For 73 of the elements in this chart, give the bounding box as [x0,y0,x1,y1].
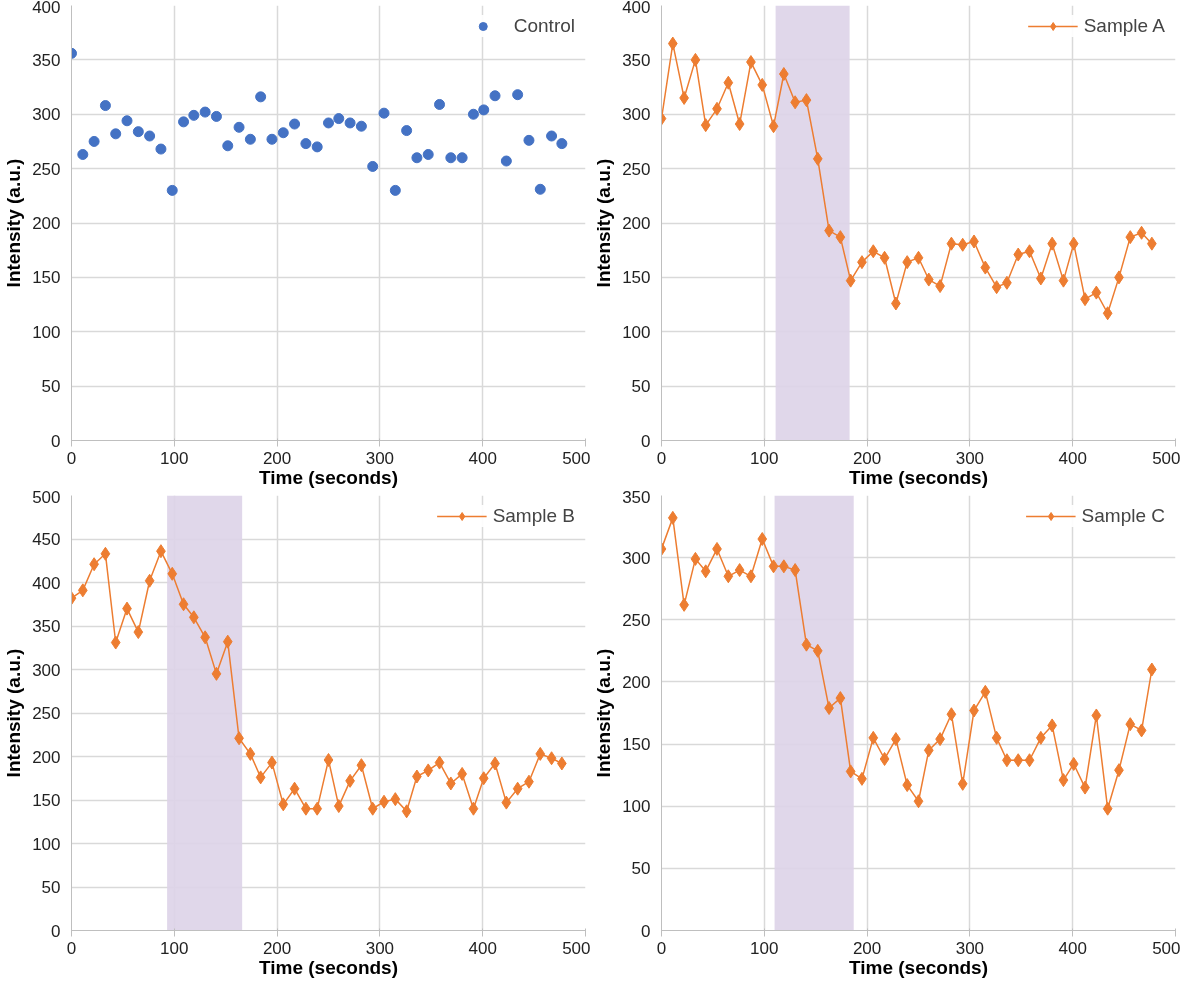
y-tick-label: 150 [32,791,61,810]
y-tick-label: 200 [622,214,651,233]
x-tick-label: 0 [656,448,667,468]
legend-label: Sample C [1081,505,1165,527]
x-tick-label: 0 [656,938,667,958]
x-tick-label: 200 [852,938,882,958]
x-axis-title: Time (seconds) [848,956,989,978]
x-tick-label: 400 [1058,938,1087,958]
x-tick-label: 100 [750,448,779,468]
y-tick-label: 50 [41,377,61,397]
y-tick-label: 350 [32,617,61,636]
x-tick-label: 500 [562,448,591,468]
x-tick-label: 500 [1152,938,1181,958]
x-tick-label: 0 [66,938,77,958]
y-tick-label: 400 [32,573,61,593]
y-tick-label: 250 [622,159,651,179]
y-tick-label: 150 [622,735,651,755]
y-tick-label: 0 [51,921,61,941]
y-tick-label: 50 [631,377,651,397]
x-tick-label: 400 [468,448,497,468]
x-axis-title: Time (seconds) [258,466,399,488]
y-tick-label: 300 [622,105,651,125]
y-tick-label: 400 [32,0,61,17]
x-tick-label: 200 [852,448,882,468]
y-tick-label: 100 [622,322,651,342]
x-tick-label: 300 [955,448,985,468]
y-tick-label: 250 [32,159,61,179]
y-tick-label: 200 [32,747,61,767]
y-tick-label: 350 [622,487,651,507]
x-tick-label: 300 [955,938,985,958]
y-tick-label: 450 [32,530,61,549]
legend-label: Control [513,15,575,37]
legend-label: Sample B [492,505,575,527]
y-tick-label: 300 [32,660,61,680]
x-axis-title: Time (seconds) [848,466,989,488]
y-tick-label: 100 [32,322,61,342]
x-tick-label: 100 [160,448,189,468]
y-tick-label: 150 [32,268,61,288]
x-tick-label: 300 [365,448,395,468]
y-tick-label: 50 [631,859,651,879]
x-tick-label: 400 [468,938,497,958]
y-axis-title: Intensity (a.u.) [593,648,615,778]
legend-label: Sample A [1083,15,1165,37]
y-tick-label: 350 [622,50,651,70]
y-tick-label: 250 [622,610,651,630]
y-tick-label: 0 [641,431,651,451]
x-tick-label: 500 [562,938,591,958]
x-tick-label: 100 [750,938,779,958]
y-axis-title: Intensity (a.u.) [593,158,615,288]
y-tick-label: 350 [32,50,61,70]
x-tick-label: 400 [1058,448,1087,468]
y-tick-label: 300 [622,548,651,568]
x-tick-label: 100 [160,938,189,958]
y-tick-label: 50 [41,878,61,897]
y-tick-label: 0 [51,431,61,451]
y-axis-title: Intensity (a.u.) [3,158,25,288]
y-tick-label: 0 [641,921,651,941]
x-tick-label: 200 [262,448,292,468]
y-tick-label: 100 [622,797,651,817]
x-axis-title: Time (seconds) [258,956,399,978]
y-tick-label: 500 [32,487,61,507]
x-tick-label: 300 [365,938,395,958]
y-axis-title: Intensity (a.u.) [3,648,25,778]
y-tick-label: 200 [622,672,651,692]
y-tick-label: 150 [622,268,651,288]
y-tick-label: 200 [32,214,61,233]
x-tick-label: 500 [1152,448,1181,468]
x-tick-label: 200 [262,938,292,958]
x-tick-label: 0 [66,448,77,468]
y-tick-label: 300 [32,105,61,125]
y-tick-label: 100 [32,834,61,854]
y-tick-label: 400 [622,0,651,17]
y-tick-label: 250 [32,704,61,723]
